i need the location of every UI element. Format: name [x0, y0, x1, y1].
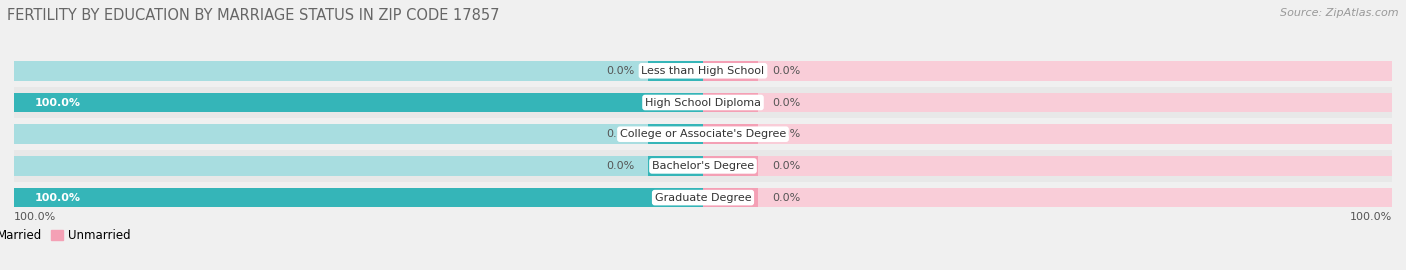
Bar [703, 61, 758, 81]
Text: Graduate Degree: Graduate Degree [655, 193, 751, 202]
Bar [648, 124, 703, 144]
Text: 100.0%: 100.0% [35, 97, 80, 107]
Text: 0.0%: 0.0% [772, 66, 800, 76]
Bar [703, 124, 1392, 144]
Bar [703, 156, 1392, 176]
Bar [703, 124, 758, 144]
Bar [648, 156, 703, 176]
Text: 0.0%: 0.0% [772, 193, 800, 202]
Bar [14, 118, 1392, 150]
Bar [14, 55, 1392, 87]
Bar [14, 124, 703, 144]
Bar [14, 61, 703, 81]
Text: High School Diploma: High School Diploma [645, 97, 761, 107]
Bar [14, 93, 703, 112]
Text: 0.0%: 0.0% [606, 66, 634, 76]
Bar [14, 188, 703, 207]
Text: Bachelor's Degree: Bachelor's Degree [652, 161, 754, 171]
Text: 0.0%: 0.0% [606, 129, 634, 139]
Legend: Married, Unmarried: Married, Unmarried [0, 224, 135, 247]
Text: 100.0%: 100.0% [14, 212, 56, 222]
Bar [703, 93, 758, 112]
Text: 100.0%: 100.0% [1350, 212, 1392, 222]
Bar [703, 188, 1392, 207]
Text: Less than High School: Less than High School [641, 66, 765, 76]
Text: 100.0%: 100.0% [35, 193, 80, 202]
Text: 0.0%: 0.0% [772, 129, 800, 139]
Bar [703, 61, 1392, 81]
Bar [14, 156, 703, 176]
Text: College or Associate's Degree: College or Associate's Degree [620, 129, 786, 139]
Bar [14, 87, 1392, 118]
Bar [14, 150, 1392, 182]
Bar [703, 156, 758, 176]
Text: 0.0%: 0.0% [772, 161, 800, 171]
Bar [703, 93, 1392, 112]
Bar [703, 188, 758, 207]
Text: 0.0%: 0.0% [606, 161, 634, 171]
Bar [14, 93, 703, 112]
Text: 0.0%: 0.0% [772, 97, 800, 107]
Bar [648, 61, 703, 81]
Text: FERTILITY BY EDUCATION BY MARRIAGE STATUS IN ZIP CODE 17857: FERTILITY BY EDUCATION BY MARRIAGE STATU… [7, 8, 499, 23]
Text: Source: ZipAtlas.com: Source: ZipAtlas.com [1281, 8, 1399, 18]
Bar [14, 182, 1392, 214]
Bar [14, 188, 703, 207]
